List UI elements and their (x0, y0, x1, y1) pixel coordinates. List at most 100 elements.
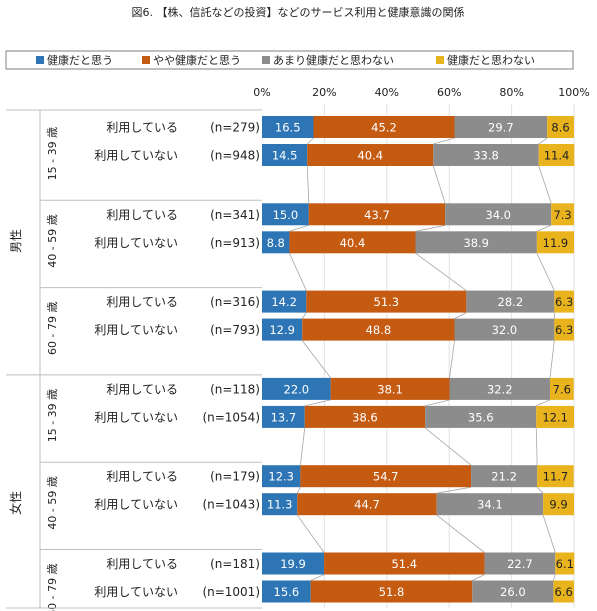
bar-value-label: 9.9 (549, 498, 567, 512)
bar-segment (310, 580, 473, 603)
bar-value-label: 19.9 (280, 557, 306, 571)
legend-swatch (262, 56, 270, 64)
row-usage-label: 利用している (106, 470, 178, 484)
bar-value-label: 6.1 (556, 557, 574, 571)
connector-line (536, 486, 544, 494)
bar-segment (549, 377, 574, 400)
bar-segment (304, 405, 426, 428)
legend-label: あまり健康だと思わない (273, 53, 394, 67)
bar-segment (289, 231, 416, 254)
connector-lines (289, 137, 556, 581)
legend-label: 健康だと思う (47, 53, 113, 67)
row-n-label: (n=279) (210, 121, 260, 135)
bar-value-label: 6.6 (555, 585, 573, 599)
row-n-label: (n=341) (210, 208, 260, 222)
bar-segment (262, 580, 311, 603)
bar-value-label: 43.7 (364, 208, 390, 222)
bar-segment (445, 203, 552, 226)
legend-label: やや健康だと思う (153, 53, 241, 67)
bar-segment (330, 377, 450, 400)
x-tick-label: 100% (558, 86, 589, 99)
bar-value-label: 34.0 (485, 208, 511, 222)
x-axis-ticks: 0% 20% 40% 60% 80% 100% (253, 86, 589, 99)
bar-segment (471, 465, 538, 488)
bar-value-label: 11.7 (543, 470, 569, 484)
bar-value-label: 34.1 (477, 498, 503, 512)
connector-line (415, 252, 467, 291)
bar-value-label: 16.5 (275, 121, 301, 135)
bar-value-label: 13.7 (271, 410, 297, 424)
x-tick-label: 20% (312, 86, 336, 99)
connector-line (538, 137, 548, 145)
bar-segment (466, 290, 555, 313)
bar-value-label: 14.5 (272, 149, 298, 163)
bar-segment (262, 493, 298, 516)
bar-value-label: 38.9 (463, 236, 489, 250)
row-n-label: (n=1043) (202, 498, 260, 512)
connector-line (415, 224, 446, 232)
legend-swatch (142, 56, 150, 64)
bar-value-label: 44.7 (354, 498, 380, 512)
bar-segment (555, 552, 575, 575)
legend-label: 健康だと思わない (447, 53, 535, 67)
bar-segment (536, 405, 574, 428)
bar-value-label: 8.6 (551, 121, 569, 135)
bar-value-label: 32.0 (492, 323, 518, 337)
connector-line (449, 340, 455, 378)
bar-segment (536, 231, 574, 254)
row-n-label: (n=1054) (202, 410, 260, 424)
bar-segment (262, 552, 325, 575)
row-usage-label: 利用している (106, 208, 178, 222)
bar-segment (262, 144, 308, 166)
bar-segment (300, 465, 472, 488)
connector-line (535, 427, 538, 466)
connector-line (289, 224, 309, 232)
bar-segment (553, 580, 574, 603)
bar-value-label: 12.3 (268, 470, 294, 484)
chart-title: 図6. 【株、信託などの投資】などのサービス利用と健康意識の関係 (132, 5, 465, 19)
age-group-label: 40 - 59 歳 (46, 214, 59, 267)
connector-line (301, 340, 331, 379)
row-usage-label: 利用していない (94, 323, 178, 337)
row-usage-label: 利用している (106, 382, 178, 396)
bar-value-label: 54.7 (373, 470, 399, 484)
bar-segment (551, 203, 574, 226)
legend-swatch (36, 56, 44, 64)
x-tick-label: 60% (437, 86, 461, 99)
connector-line (424, 427, 472, 466)
bar-value-label: 48.8 (366, 323, 392, 337)
connector-line (536, 399, 551, 407)
gridlines (323, 104, 575, 608)
row-labels: 利用している (n=279) 利用していない (n=948) 利用している (n=341)… (8, 121, 260, 611)
connector-line (436, 486, 472, 494)
connector-line (454, 312, 467, 319)
age-group-label: 40 - 59 歳 (46, 476, 59, 529)
row-usage-label: 利用している (106, 557, 178, 571)
connector-line (472, 574, 485, 581)
bar-segment (262, 116, 314, 138)
bar-segment (537, 465, 574, 488)
bar-segment (538, 144, 575, 166)
bar-segment (425, 405, 537, 428)
connector-line (538, 165, 552, 204)
bar-segment (308, 203, 446, 226)
row-n-label: (n=793) (210, 323, 260, 337)
bar-segment (307, 144, 434, 166)
row-usage-label: 利用している (106, 121, 178, 135)
bar-segment (262, 203, 309, 226)
bar-value-label: 51.8 (379, 585, 405, 599)
bars: 16.5 45.2 29.7 8.6 14.5 40.4 33.8 11.4 15.0 43.7 3… (262, 116, 575, 603)
connector-line (536, 253, 555, 291)
bar-segment (543, 493, 574, 516)
bar-segment (262, 318, 303, 341)
bar-segment (262, 290, 307, 313)
legend-box (5, 50, 574, 70)
connector-line (299, 427, 306, 466)
row-usage-label: 利用していない (94, 149, 178, 163)
bar-segment (262, 465, 301, 488)
bar-segment (324, 552, 485, 575)
bar-value-label: 7.3 (553, 208, 571, 222)
bar-value-label: 8.8 (267, 236, 285, 250)
connector-line (433, 137, 455, 145)
connector-line (296, 514, 325, 553)
